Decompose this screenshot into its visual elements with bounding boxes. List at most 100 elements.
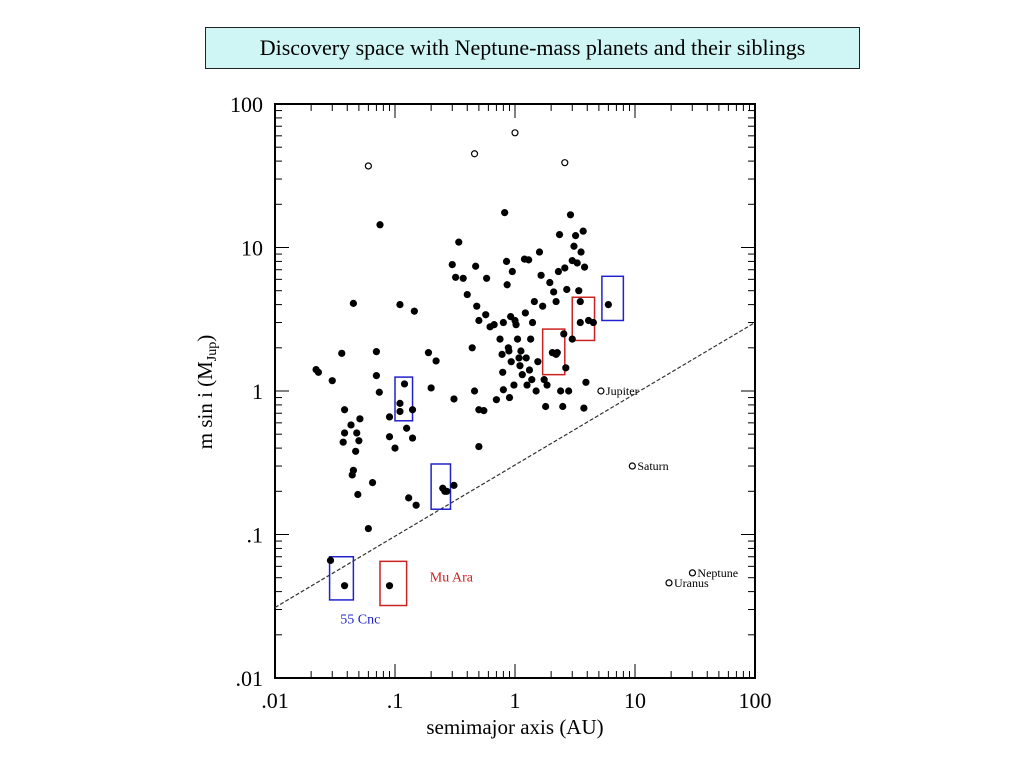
exoplanet-point: [534, 358, 542, 366]
slide-title: Discovery space with Neptune-mass planet…: [205, 27, 860, 69]
detection-limit-line: [274, 322, 756, 609]
exoplanet-point: [396, 301, 404, 309]
exoplanet-point: [427, 384, 435, 392]
exoplanet-point: [566, 211, 575, 219]
exoplanet-point: [577, 248, 585, 256]
exoplanet-point: [568, 335, 576, 343]
exoplanet-point: [376, 221, 384, 229]
exoplanet-point: [537, 271, 545, 279]
exoplanet-point: [385, 433, 394, 441]
exoplanet-point: [400, 380, 409, 388]
exoplanet-point: [572, 232, 580, 240]
exoplanet-point: [364, 524, 372, 533]
exoplanet-point: [573, 259, 581, 267]
exoplanet-point: [554, 267, 563, 276]
y-tick-label: .1: [247, 523, 264, 548]
exoplanet-point: [560, 330, 568, 338]
exoplanet-point: [482, 311, 490, 319]
exoplanet-point: [512, 321, 520, 329]
exoplanet-point: [452, 273, 460, 281]
exoplanet-point: [535, 248, 544, 256]
exoplanet-point: [525, 366, 534, 374]
exoplanet-point: [499, 368, 507, 376]
exoplanet-point: [559, 402, 567, 411]
exoplanet-point: [527, 335, 535, 343]
exoplanet-point: [557, 387, 565, 395]
exoplanet-point: [410, 307, 418, 315]
exoplanet-point: [513, 335, 522, 343]
exoplanet-point: [563, 285, 571, 294]
exoplanet-point: [499, 318, 507, 327]
solar-system-planet-point: [665, 579, 673, 587]
exoplanet-point: [580, 404, 588, 412]
exoplanet-point: [542, 402, 550, 411]
highlight-box: [394, 376, 414, 422]
exoplanet-point: [546, 278, 554, 287]
highlight-box: [379, 560, 408, 607]
exoplanet-point: [459, 274, 467, 282]
exoplanet-point: [565, 387, 573, 395]
exoplanet-point: [528, 318, 537, 327]
highlight-box: [430, 463, 452, 510]
exoplanet-point: [562, 364, 570, 372]
exoplanet-point: [450, 481, 458, 489]
solar-system-planet-label: Jupiter: [606, 384, 639, 398]
exoplanet-point: [540, 376, 548, 384]
exoplanet-point: [372, 348, 381, 356]
exoplanet-point: [348, 471, 356, 479]
exoplanet-point: [530, 297, 538, 306]
exoplanet-point: [510, 381, 518, 389]
exoplanet-point: [448, 261, 456, 269]
solar-system-planet-label: Saturn: [637, 459, 668, 473]
exoplanet-point: [490, 321, 498, 329]
exoplanet-point: [518, 371, 526, 379]
hollow-point: [364, 162, 372, 170]
hollow-point: [511, 129, 519, 137]
exoplanet-point: [455, 238, 463, 246]
exoplanet-point: [339, 438, 347, 446]
exoplanet-point: [505, 347, 513, 355]
exoplanet-point: [521, 309, 529, 317]
exoplanet-point: [543, 381, 551, 389]
exoplanet-point: [396, 399, 404, 407]
solar-system-planet-point: [688, 569, 697, 577]
exoplanet-point: [475, 316, 483, 325]
solar-system-planet-label: Neptune: [697, 566, 738, 580]
exoplanet-point: [525, 256, 533, 264]
y-tick-label: 100: [230, 92, 263, 117]
exoplanet-point: [475, 442, 483, 451]
exoplanet-point: [507, 358, 515, 366]
exoplanet-point: [340, 582, 349, 590]
exoplanet-point: [517, 347, 525, 355]
solar-system-planet-point: [597, 387, 605, 395]
exoplanet-point: [347, 421, 355, 429]
exoplanet-point: [326, 556, 335, 564]
x-tick-label: .1: [387, 688, 404, 713]
exoplanet-point: [473, 302, 481, 310]
exoplanet-point: [532, 387, 540, 395]
y-axis-label-close: ): [193, 335, 217, 342]
x-tick-label: .01: [261, 688, 289, 713]
exoplanet-point: [589, 318, 597, 327]
exoplanet-point: [385, 582, 394, 590]
exoplanet-point: [496, 335, 504, 343]
plot-area-frame: [274, 103, 756, 679]
exoplanet-point: [463, 290, 471, 299]
exoplanet-point: [582, 378, 590, 386]
highlight-box: [541, 328, 566, 376]
exoplanet-point: [570, 242, 578, 250]
exoplanet-point: [314, 368, 323, 376]
exoplanet-point: [508, 267, 516, 276]
solar-system-planet-label: Uranus: [674, 576, 709, 590]
x-tick-label: 100: [739, 688, 772, 713]
exoplanet-point: [516, 362, 524, 370]
exoplanet-point: [492, 396, 501, 404]
exoplanet-point: [576, 318, 584, 327]
exoplanet-point: [412, 501, 420, 509]
exoplanet-point: [555, 230, 564, 239]
highlight-box: [601, 275, 625, 322]
y-axis-label-main: m sin i (M: [193, 361, 217, 449]
y-tick-label: .01: [236, 666, 264, 691]
exoplanet-point: [552, 297, 560, 306]
